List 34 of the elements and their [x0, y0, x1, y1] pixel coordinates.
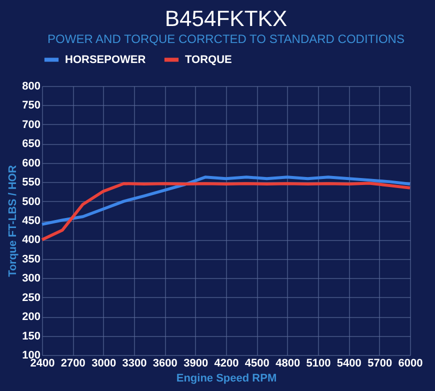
y-tick-label: 400: [22, 234, 40, 246]
x-tick-label: 5700: [368, 358, 392, 370]
legend-label: TORQUE: [185, 54, 232, 66]
y-tick-label: 500: [22, 196, 40, 208]
x-tick-label: 4800: [276, 358, 300, 370]
line-series: [40, 176, 412, 226]
legend-label: HORSEPOWER: [65, 54, 146, 66]
y-tick-label: 550: [22, 176, 40, 189]
y-tick-label: 200: [22, 311, 40, 324]
line-series: [40, 182, 412, 242]
y-axis-title: Torque FT-LBS / HOR: [7, 165, 20, 277]
chart-title: B454FKTKX: [164, 6, 288, 31]
y-tick-label: 750: [22, 100, 40, 112]
x-tick-label: 4500: [244, 358, 270, 370]
x-tick-label: 3600: [152, 358, 178, 370]
x-tick-label: 3900: [184, 358, 208, 370]
y-tick-label: 150: [22, 330, 40, 342]
x-tick-label: 2700: [60, 358, 86, 370]
y-tick-label: 650: [22, 138, 40, 150]
x-tick-label: 3000: [92, 358, 116, 370]
x-axis-title: Engine Speed RPM: [176, 372, 277, 384]
x-tick-label: 5400: [336, 358, 362, 370]
y-tick-label: 350: [22, 253, 40, 266]
y-tick-label: 700: [22, 118, 40, 131]
x-tick-label: 3300: [122, 358, 147, 370]
x-tick-label: 5100: [306, 358, 331, 370]
y-tick-label: 300: [22, 272, 40, 285]
y-tick-label: 450: [22, 215, 40, 227]
y-tick-label: 600: [22, 157, 40, 170]
x-tick-label: 4200: [214, 358, 239, 370]
chart-subtitle: POWER AND TORQUE CORRCTED TO STANDARD CODITIONS: [48, 32, 404, 46]
y-tick-label: 250: [22, 292, 40, 304]
x-tick-label: 6000: [398, 358, 423, 370]
y-tick-label: 800: [22, 80, 40, 92]
